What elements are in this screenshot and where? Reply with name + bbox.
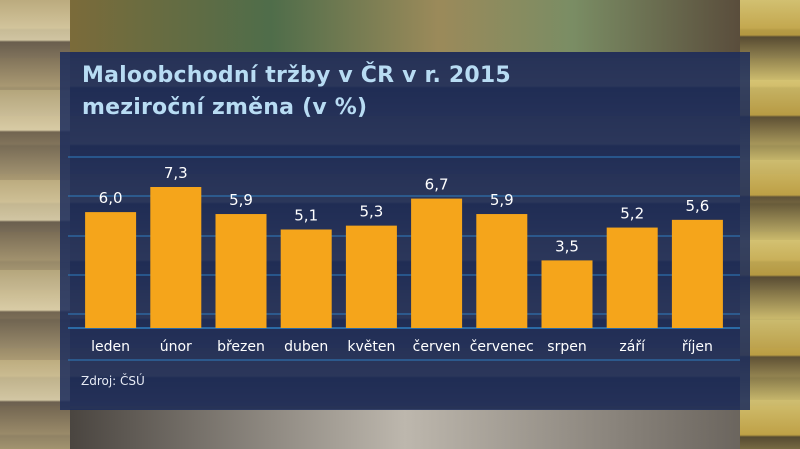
source-note: Zdroj: ČSÚ [81, 374, 145, 388]
bar-červenec [476, 214, 528, 328]
chart-title-line2: meziroční změna (v %) [82, 95, 368, 120]
value-label-březen: 5,9 [229, 191, 253, 209]
chart-title-line1: Maloobchodní tržby v ČR v r. 2015 [82, 63, 511, 88]
bar-březen [215, 214, 267, 328]
value-label-září: 5,2 [620, 205, 644, 223]
value-label-červen: 6,7 [425, 176, 449, 194]
category-label-duben: duben [284, 339, 328, 355]
background-shelf-left [0, 0, 70, 449]
bar-květen [345, 225, 397, 328]
bar-červen [411, 198, 463, 328]
bar-září [606, 227, 658, 328]
bar-říjen [671, 219, 723, 328]
category-label-leden: leden [91, 339, 130, 355]
background-shelf-top [70, 0, 740, 52]
category-label-červen: červen [413, 339, 461, 355]
value-label-červenec: 5,9 [490, 191, 514, 209]
bar-leden [85, 212, 137, 328]
value-label-říjen: 5,6 [685, 197, 709, 215]
category-label-srpen: srpen [547, 339, 586, 355]
background-floor [70, 409, 740, 449]
category-label-říjen: říjen [682, 339, 713, 355]
category-label-únor: únor [160, 339, 192, 355]
category-label-červenec: červenec [470, 339, 534, 355]
category-label-březen: březen [217, 339, 265, 355]
category-label-květen: květen [347, 339, 395, 355]
value-label-únor: 7,3 [164, 164, 188, 182]
category-label-září: září [619, 339, 646, 355]
value-label-srpen: 3,5 [555, 237, 579, 255]
bar-srpen [541, 260, 593, 328]
value-label-leden: 6,0 [99, 189, 123, 207]
bar-únor [150, 187, 202, 328]
bar-duben [280, 229, 332, 328]
value-label-květen: 5,3 [359, 203, 383, 221]
chart-title: Maloobchodní tržby v ČR v r. 2015 meziro… [82, 60, 511, 124]
value-label-duben: 5,1 [294, 206, 318, 224]
background-shelf-right [740, 0, 800, 449]
